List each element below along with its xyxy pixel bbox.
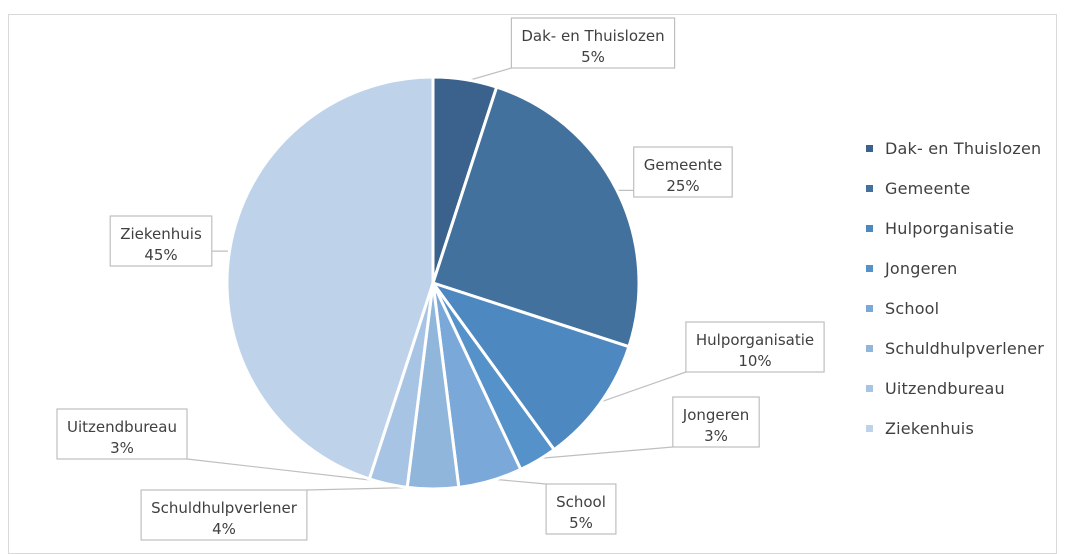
- data-label: Hulporganisatie 10%: [685, 321, 825, 373]
- data-label-category: Hulporganisatie: [696, 331, 814, 349]
- legend-swatch: [866, 384, 873, 392]
- data-label: School 5%: [545, 483, 617, 535]
- legend-swatch: [866, 304, 873, 312]
- data-label-box: [140, 489, 308, 541]
- legend-item: Gemeente: [866, 168, 1044, 208]
- legend-label: Ziekenhuis: [885, 418, 974, 438]
- data-label-value: 5%: [569, 514, 593, 532]
- data-label-category: Dak- en Thuislozen: [521, 27, 664, 45]
- legend-label: Uitzendbureau: [885, 378, 1005, 398]
- data-labels: Dak- en Thuislozen 5% Gemeente 25% Hulporgan…: [56, 17, 825, 541]
- leader-line: [464, 67, 512, 83]
- data-label-box: [685, 321, 825, 373]
- legend-item: Ziekenhuis: [866, 408, 1044, 448]
- data-label: Jongeren 3%: [672, 396, 760, 448]
- legend-item: Uitzendbureau: [866, 368, 1044, 408]
- legend-label: School: [885, 298, 940, 318]
- pie-slice: [225, 75, 435, 481]
- data-label-value: 3%: [110, 439, 134, 457]
- data-label-category: School: [556, 493, 606, 511]
- legend-swatch: [866, 224, 873, 232]
- legend-label: Gemeente: [885, 178, 971, 198]
- data-label-value: 3%: [704, 427, 728, 445]
- legend-label: Dak- en Thuislozen: [885, 138, 1042, 158]
- data-label-value: 5%: [581, 48, 605, 66]
- data-label: Schuldhulpverlener 4%: [140, 489, 308, 541]
- data-label-value: 45%: [144, 246, 177, 264]
- data-label-box: [545, 483, 617, 535]
- data-label-box: [672, 396, 760, 448]
- data-label-category: Ziekenhuis: [120, 225, 202, 243]
- data-label: Gemeente 25%: [633, 146, 733, 198]
- leader-line: [536, 446, 673, 460]
- legend-swatch: [866, 264, 873, 272]
- leader-line: [489, 478, 547, 485]
- legend: Dak- en Thuislozen Gemeente Hulporganisa…: [866, 128, 1044, 448]
- data-label-box: [510, 17, 676, 69]
- legend-item: Dak- en Thuislozen: [866, 128, 1044, 168]
- data-label: Dak- en Thuislozen 5%: [510, 17, 676, 69]
- data-label: Uitzendbureau 3%: [56, 408, 188, 460]
- data-label: Ziekenhuis 45%: [109, 215, 213, 267]
- legend-label: Jongeren: [885, 258, 958, 278]
- pie-slice: [431, 281, 631, 452]
- data-label-category: Gemeente: [644, 156, 723, 174]
- pie-slice: [431, 85, 641, 349]
- data-label-value: 4%: [212, 520, 236, 538]
- leader-line: [186, 458, 389, 483]
- pie-slices: [225, 75, 641, 491]
- data-label-value: 10%: [738, 352, 771, 370]
- data-label-category: Jongeren: [682, 406, 749, 424]
- leader-line: [597, 371, 687, 404]
- legend-swatch: [866, 184, 873, 192]
- legend-item: Hulporganisatie: [866, 208, 1044, 248]
- legend-item: School: [866, 288, 1044, 328]
- data-label-value: 25%: [666, 177, 699, 195]
- data-label-category: Schuldhulpverlener: [151, 499, 298, 517]
- data-label-category: Uitzendbureau: [67, 418, 177, 436]
- legend-swatch: [866, 424, 873, 432]
- data-label-box: [109, 215, 213, 267]
- legend-label: Hulporganisatie: [885, 218, 1015, 238]
- legend-item: Schuldhulpverlener: [866, 328, 1044, 368]
- legend-label: Schuldhulpverlener: [885, 338, 1045, 358]
- data-label-box: [633, 146, 733, 198]
- legend-swatch: [866, 144, 873, 152]
- legend-swatch: [866, 344, 873, 352]
- legend-item: Jongeren: [866, 248, 1044, 288]
- data-label-box: [56, 408, 188, 460]
